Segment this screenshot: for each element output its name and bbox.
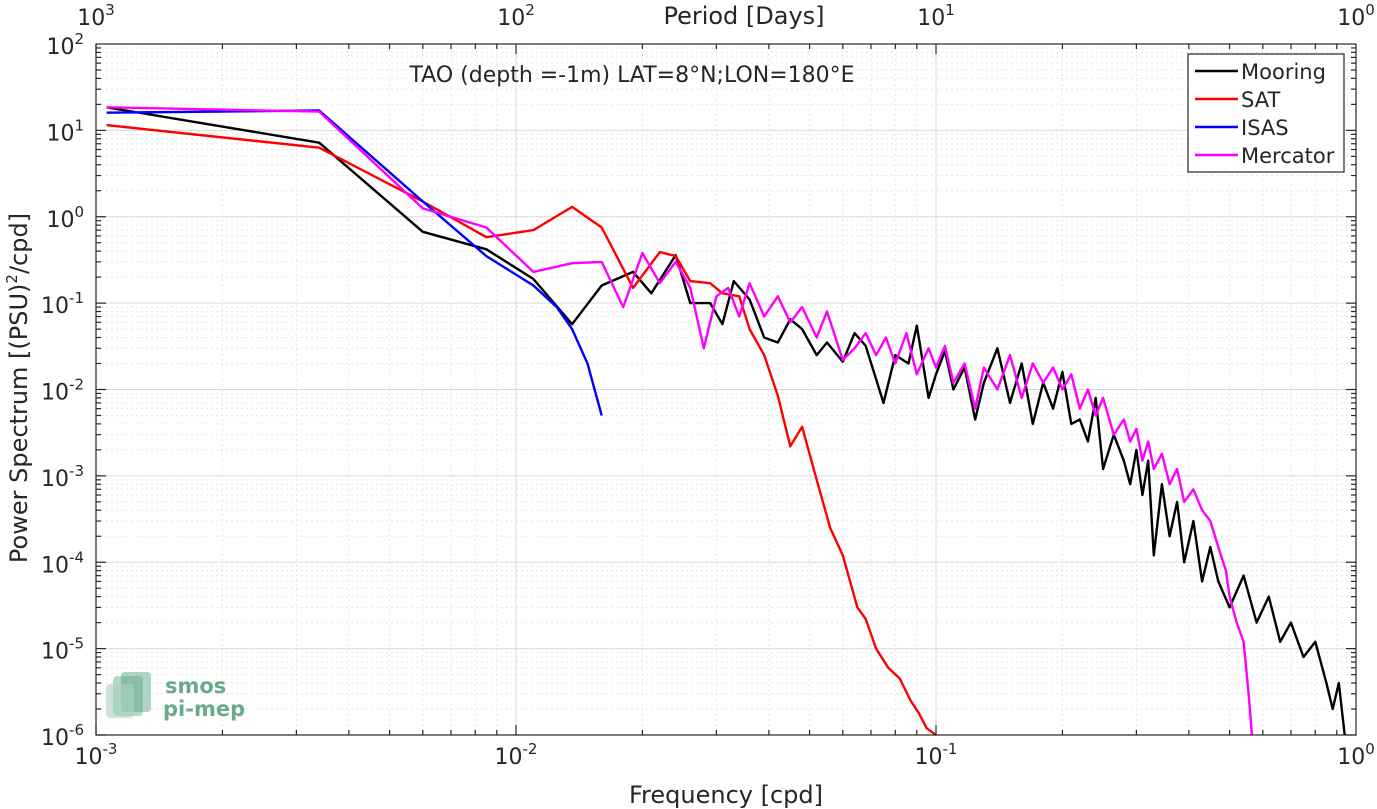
top-axis-title: Period [Days] — [663, 2, 824, 30]
y-tick-label: 10-2 — [41, 376, 84, 406]
logo-text-smos: smos — [165, 674, 226, 698]
x-tick-label: 10-2 — [495, 740, 538, 770]
y-tick-label: 10-6 — [41, 721, 84, 751]
legend: Mooring SAT ISAS Mercator — [1187, 53, 1345, 173]
y-tick-label: 10-1 — [41, 289, 84, 319]
series-line-mercator — [106, 106, 1254, 736]
y-tick-label: 10-5 — [41, 635, 84, 665]
x-tick-label: 100 — [1337, 740, 1375, 770]
top-tick-label: 101 — [917, 1, 955, 31]
legend-label-mercator: Mercator — [1241, 144, 1335, 168]
top-tick-label: 100 — [1337, 1, 1375, 31]
grid — [95, 43, 1357, 736]
legend-label-sat: SAT — [1241, 88, 1280, 112]
legend-label-mooring: Mooring — [1241, 60, 1326, 84]
x-tick-label: 10-3 — [75, 740, 118, 770]
y-tick-label: 10-3 — [41, 462, 84, 492]
logo-text-pi-mep: pi-mep — [163, 697, 245, 721]
series-line-mooring — [106, 106, 1346, 736]
x-axis-title: Frequency [cpd] — [629, 781, 823, 809]
series-line-sat — [106, 123, 937, 736]
plot-area — [106, 106, 1346, 736]
y-axis-title: Power Spectrum [(PSU)2/cpd] — [3, 213, 33, 563]
x-tick-label: 10-1 — [915, 740, 958, 770]
chart-title: TAO (depth =-1m) LAT=8°N;LON=180°E — [408, 63, 854, 88]
top-tick-label: 103 — [77, 1, 115, 31]
y-tick-label: 10-4 — [41, 548, 84, 578]
series-line-isas — [106, 109, 603, 416]
y-tick-label: 102 — [46, 30, 84, 60]
smos-pi-mep-logo: smos pi-mep — [106, 672, 245, 721]
top-tick-label: 102 — [497, 1, 535, 31]
logo-mark-icon — [106, 672, 151, 718]
y-tick-label: 100 — [46, 203, 84, 233]
legend-label-isas: ISAS — [1241, 116, 1289, 140]
legend-box — [1187, 53, 1345, 173]
y-tick-label: 101 — [46, 116, 84, 146]
